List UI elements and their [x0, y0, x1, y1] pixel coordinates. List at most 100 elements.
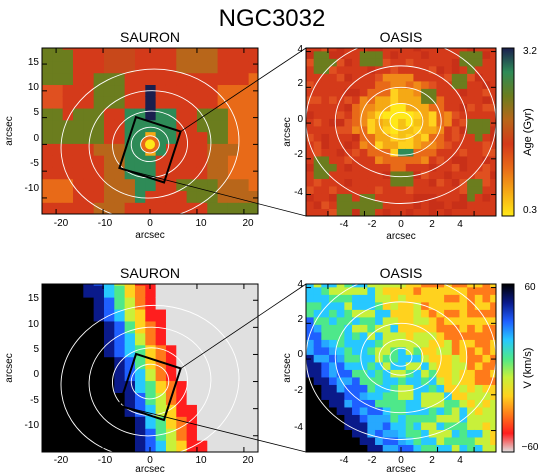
velocity-bin [62, 440, 74, 452]
age-bin [421, 125, 430, 134]
velocity-bin [336, 369, 345, 378]
velocity-bin [196, 320, 208, 334]
velocity-bin [238, 404, 250, 417]
velocity-bin [367, 284, 376, 288]
zoom-connector-line [119, 405, 307, 453]
velocity-bin [405, 391, 414, 400]
age-bin [196, 155, 208, 168]
age-bin [405, 50, 414, 59]
velocity-bin [313, 301, 322, 310]
age-bin [375, 125, 384, 134]
age-bin [398, 118, 407, 127]
age-bin [382, 65, 391, 74]
age-bin [248, 166, 258, 180]
velocity-bin [336, 339, 345, 348]
age-bin [375, 170, 384, 179]
age-bin [382, 200, 391, 209]
age-bin [321, 58, 330, 67]
age-bin [313, 50, 322, 59]
velocity-bin [382, 399, 391, 408]
velocity-bin [382, 284, 391, 288]
velocity-bin [165, 332, 177, 346]
velocity-bin [124, 308, 136, 322]
age-bin [359, 95, 368, 104]
age-bin [382, 118, 391, 127]
velocity-bin [367, 309, 376, 318]
velocity-bin [490, 406, 496, 415]
age-bin [42, 166, 53, 180]
age-bin [474, 48, 483, 52]
velocity-bin [421, 294, 430, 303]
velocity-bin [207, 404, 219, 417]
velocity-bin [467, 294, 476, 303]
velocity-bin [42, 297, 53, 310]
age-bin [72, 178, 84, 192]
age-bin [321, 125, 330, 134]
age-bin [482, 200, 491, 209]
x-tick-label: -10 [98, 218, 113, 229]
velocity-bin [444, 429, 453, 438]
age-bin [321, 193, 330, 202]
age-bin [352, 118, 361, 127]
age-bin [352, 50, 361, 59]
age-bin [321, 163, 330, 172]
velocity-bin [398, 436, 407, 445]
velocity-map-sauron [42, 284, 258, 452]
age-bin [490, 193, 496, 202]
age-bin [93, 84, 105, 97]
age-bin [490, 58, 496, 67]
velocity-bin [145, 380, 157, 393]
age-bin [329, 193, 338, 202]
velocity-bin [405, 331, 414, 340]
age-bin [413, 185, 422, 194]
age-bin [321, 208, 330, 216]
age-bin [375, 178, 384, 187]
age-bin [227, 155, 239, 168]
age-bin [114, 84, 126, 97]
age-bin [52, 107, 64, 121]
velocity-bin [352, 354, 361, 363]
age-bin [103, 119, 115, 133]
velocity-bin [238, 320, 250, 334]
velocity-bin [176, 297, 188, 310]
age-bin [42, 72, 53, 86]
age-bin [186, 166, 198, 180]
velocity-bin [336, 346, 345, 355]
velocity-bin [207, 392, 219, 405]
age-bin [367, 200, 376, 209]
age-bin [83, 166, 95, 180]
velocity-bin [124, 356, 136, 370]
age-bin [367, 80, 376, 89]
y-tick-label: -2 [294, 385, 303, 396]
velocity-bin [336, 284, 345, 288]
velocity-bin [405, 384, 414, 393]
age-bin [238, 72, 250, 86]
age-bin [359, 148, 368, 157]
age-bin [306, 133, 315, 142]
age-bin [451, 48, 460, 52]
velocity-bin [176, 416, 188, 429]
age-bin [428, 118, 437, 127]
age-bin [344, 65, 353, 74]
age-bin [207, 84, 219, 97]
velocity-bin [467, 284, 476, 288]
velocity-bin [83, 344, 95, 358]
age-bin [474, 178, 483, 187]
velocity-bin [375, 384, 384, 393]
x-tick-label: 2 [429, 219, 435, 230]
age-bin [421, 110, 430, 119]
velocity-bin [421, 369, 430, 378]
age-bin [336, 65, 345, 74]
age-bin [248, 190, 258, 203]
isophote-contour [334, 65, 468, 178]
age-bin [398, 148, 407, 157]
velocity-bin [467, 399, 476, 408]
velocity-bin [390, 361, 399, 370]
age-bin [238, 107, 250, 121]
age-bin [313, 148, 322, 157]
velocity-bin [336, 286, 345, 295]
age-bin [52, 84, 64, 97]
x-tick-label: 10 [195, 455, 207, 466]
age-bin [114, 48, 126, 50]
velocity-bin [321, 421, 330, 430]
